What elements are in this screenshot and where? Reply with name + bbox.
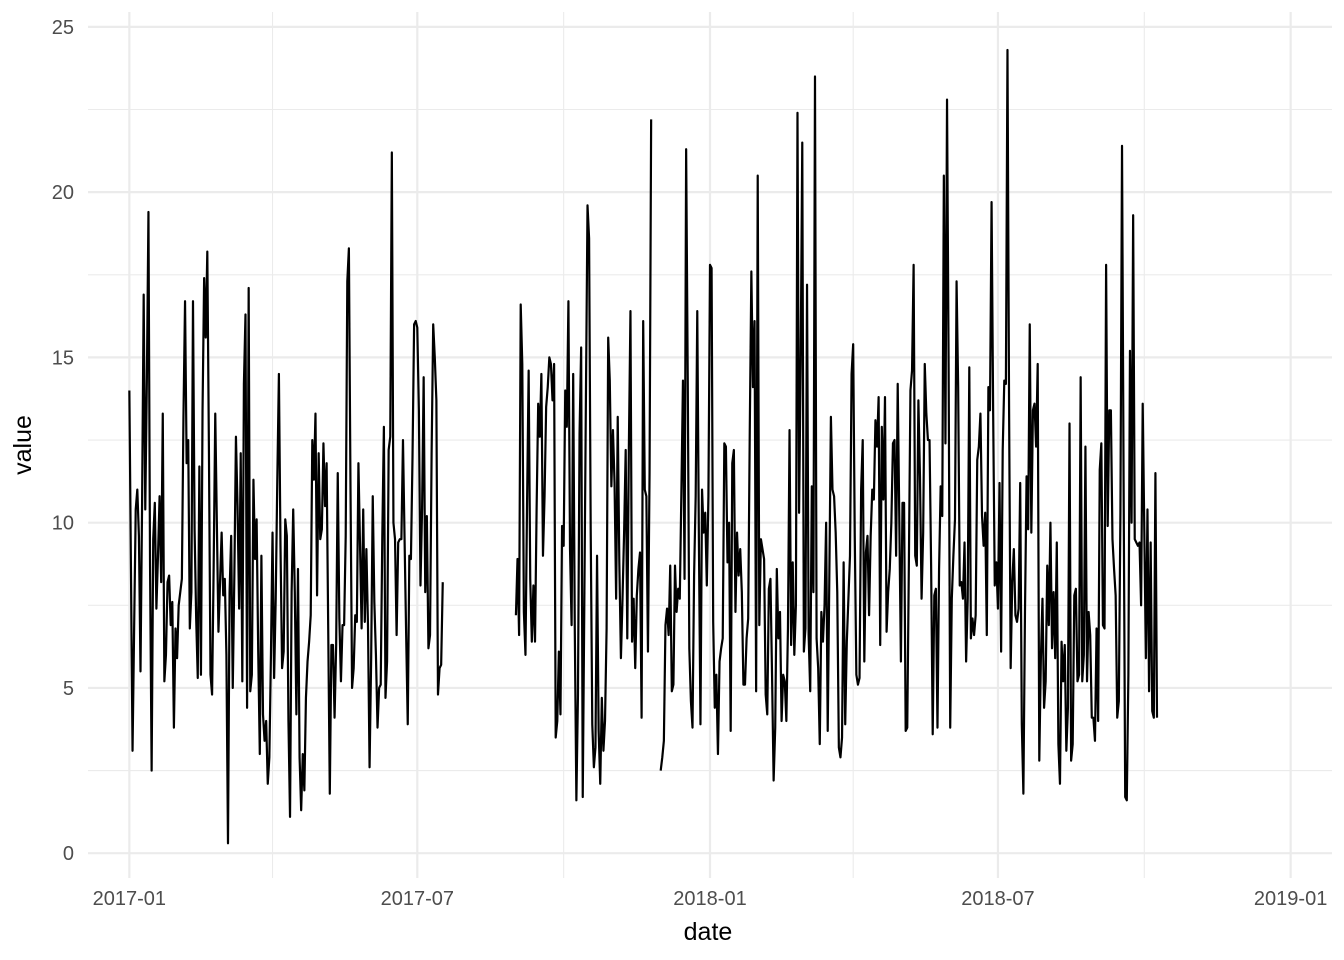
y-tick-label: 0 bbox=[63, 843, 74, 865]
x-tick-labels: 2017-01 2017-07 2018-01 2018-07 2019-01 bbox=[93, 888, 1328, 910]
y-tick-labels: 0 5 10 15 20 25 bbox=[52, 17, 74, 865]
y-tick-label: 20 bbox=[52, 182, 74, 204]
y-axis-title: value bbox=[9, 415, 37, 475]
data-line-segment bbox=[659, 48, 1159, 802]
y-tick-label: 15 bbox=[52, 347, 74, 369]
x-tick-label: 2017-07 bbox=[381, 888, 454, 910]
x-tick-label: 2018-01 bbox=[673, 888, 746, 910]
y-tick-label: 25 bbox=[52, 17, 74, 39]
x-tick-label: 2017-01 bbox=[93, 888, 166, 910]
data-line-segment bbox=[128, 151, 444, 845]
y-tick-label: 5 bbox=[63, 678, 74, 700]
y-tick-label: 10 bbox=[52, 513, 74, 535]
x-axis-title: date bbox=[684, 918, 733, 946]
data-line-segment bbox=[514, 119, 653, 802]
data-line bbox=[128, 48, 1159, 845]
grid-major bbox=[88, 12, 1332, 878]
x-tick-label: 2018-07 bbox=[961, 888, 1034, 910]
x-tick-label: 2019-01 bbox=[1254, 888, 1327, 910]
